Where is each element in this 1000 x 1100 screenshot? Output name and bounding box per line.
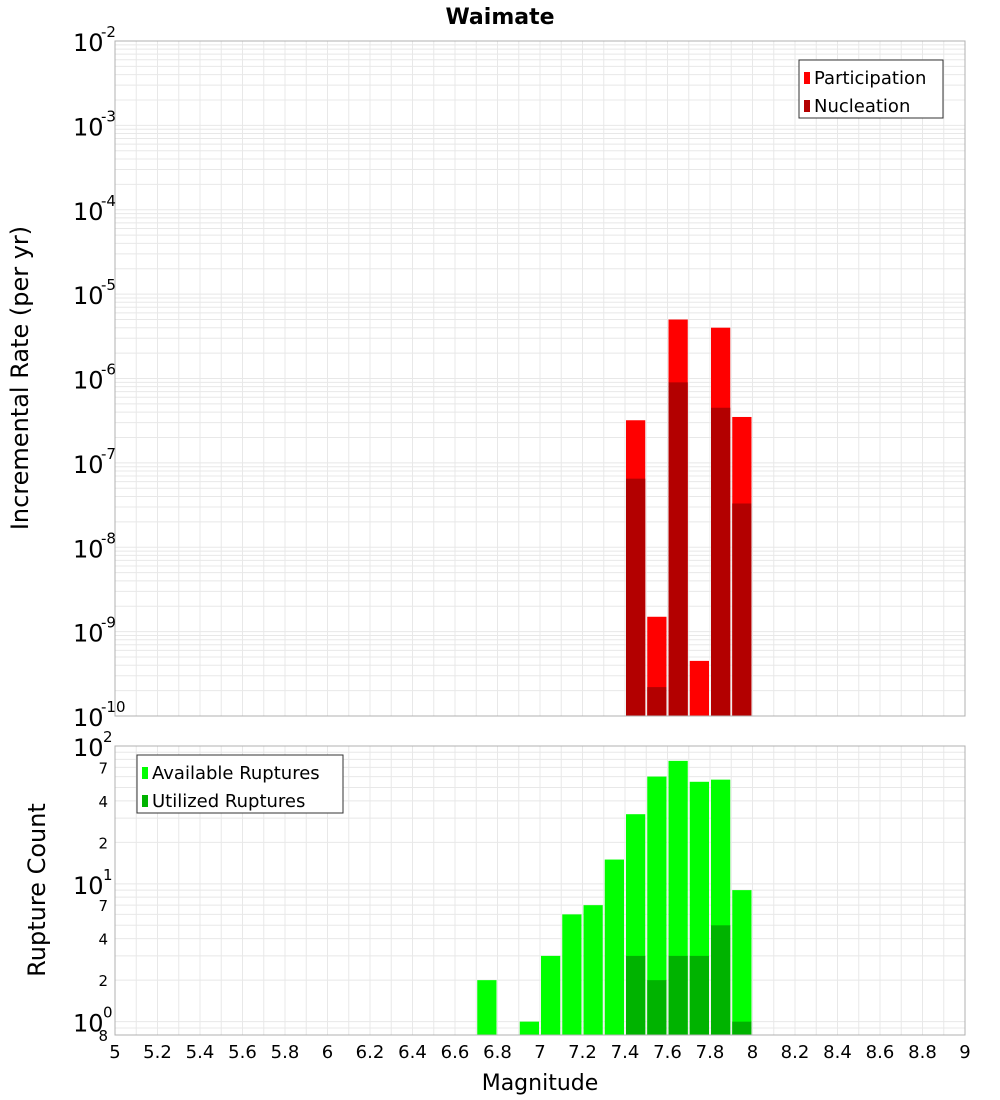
y-tick-label-exponent: -4 — [101, 192, 116, 210]
bottom-bar-available-ruptures — [477, 980, 497, 1035]
top-legend-swatch — [804, 72, 810, 84]
x-tick-label: 7 — [534, 1042, 545, 1063]
top-legend-label: Nucleation — [814, 96, 910, 117]
y-tick-label-base: 10 — [73, 704, 104, 732]
bottom-bar-available-ruptures — [732, 890, 752, 1035]
y-tick-label-exponent: -3 — [101, 107, 116, 125]
x-tick-label: 8 — [747, 1042, 758, 1063]
y-tick-label-base: 10 — [73, 1010, 104, 1038]
bottom-bar-available-ruptures — [541, 955, 561, 1035]
y-tick-label-exponent: -7 — [101, 445, 116, 463]
y-minor-tick-label: 7 — [98, 759, 108, 777]
top-bars — [626, 319, 752, 716]
bottom-y-axis-label: Rupture Count — [23, 803, 51, 977]
y-tick-label-exponent: 2 — [103, 728, 113, 746]
top-y-axis-label: Incremental Rate (per yr) — [6, 226, 34, 530]
x-tick-label: 6.8 — [483, 1042, 512, 1063]
bottom-legend: Available Ruptures Utilized Ruptures — [136, 754, 344, 814]
bottom-plot-frame — [114, 745, 966, 1036]
top-legend-label: Participation — [814, 68, 926, 89]
bottom-bar-utilized-ruptures — [732, 1021, 752, 1035]
bottom-legend-swatch — [142, 795, 148, 807]
y-tick-label-base: 10 — [73, 198, 104, 226]
bottom-legend-label: Utilized Ruptures — [152, 791, 305, 812]
x-tick-label: 8.8 — [908, 1042, 937, 1063]
top-y-ticks: 10-210-310-410-510-610-710-810-910-10 — [73, 23, 126, 732]
x-tick-label: 5.4 — [186, 1042, 215, 1063]
top-grid — [114, 41, 966, 717]
bottom-bar-available-ruptures — [562, 914, 582, 1035]
y-minor-tick-label: 2 — [98, 834, 108, 852]
x-tick-label: 5 — [109, 1042, 120, 1063]
bottom-legend-label: Available Ruptures — [152, 763, 320, 784]
bottom-bar-utilized-ruptures — [668, 955, 688, 1035]
top-legend-swatch — [804, 100, 810, 112]
y-tick-label-base: 10 — [73, 620, 104, 648]
bottom-bar-utilized-ruptures — [647, 980, 667, 1035]
top-legend: Participation Nucleation — [798, 59, 944, 119]
y-tick-label-base: 10 — [73, 282, 104, 310]
x-tick-label: 5.8 — [271, 1042, 300, 1063]
y-tick-label-exponent: 1 — [103, 866, 113, 884]
y-tick-label-base: 10 — [73, 451, 104, 479]
bottom-bar-available-ruptures — [604, 859, 624, 1035]
y-tick-label-base: 10 — [73, 29, 104, 57]
bottom-bar-available-ruptures — [583, 905, 603, 1035]
x-tick-label: 8.4 — [823, 1042, 852, 1063]
x-tick-label: 7.8 — [696, 1042, 725, 1063]
y-tick-label-exponent: -10 — [101, 698, 126, 716]
x-tick-label: 7.6 — [653, 1042, 682, 1063]
x-tick-label: 5.2 — [143, 1042, 172, 1063]
bottom-bar-utilized-ruptures — [689, 955, 709, 1035]
top-bar-nucleation — [711, 407, 731, 716]
bottom-bar-available-ruptures — [519, 1021, 539, 1035]
x-tick-label: 5.6 — [228, 1042, 257, 1063]
y-minor-tick-label: 2 — [98, 972, 108, 990]
y-tick-label-base: 10 — [73, 535, 104, 563]
y-minor-tick-label: 7 — [98, 897, 108, 915]
x-tick-label: 6.2 — [356, 1042, 385, 1063]
x-axis-label: Magnitude — [482, 1071, 599, 1096]
bottom-legend-swatch — [142, 767, 148, 779]
x-tick-label: 7.2 — [568, 1042, 597, 1063]
top-legend-box — [798, 59, 944, 119]
x-tick-label: 9 — [959, 1042, 970, 1063]
y-tick-label-base: 10 — [73, 872, 104, 900]
y-minor-tick-label: 8 — [98, 1027, 108, 1045]
y-tick-label-base: 10 — [73, 367, 104, 395]
top-plot-frame — [114, 40, 966, 717]
y-minor-tick-label: 4 — [98, 931, 108, 949]
y-tick-label-exponent: 0 — [103, 1004, 113, 1022]
y-tick-label-exponent: -5 — [101, 276, 116, 294]
x-tick-label: 6 — [322, 1042, 333, 1063]
top-bar-nucleation — [732, 503, 752, 716]
bottom-bar-available-ruptures — [647, 776, 667, 1035]
y-tick-label-exponent: -8 — [101, 529, 116, 547]
x-tick-label: 6.4 — [398, 1042, 427, 1063]
y-tick-label-exponent: -9 — [101, 614, 116, 632]
y-tick-label-base: 10 — [73, 113, 104, 141]
bottom-bars — [477, 760, 752, 1035]
y-tick-label-exponent: -6 — [101, 361, 116, 379]
top-bar-participation — [689, 660, 709, 716]
top-bar-nucleation — [668, 382, 688, 716]
top-bar-nucleation — [647, 687, 667, 716]
x-tick-label: 8.6 — [866, 1042, 895, 1063]
y-tick-label-exponent: -2 — [101, 23, 116, 41]
bottom-legend-box — [136, 754, 344, 814]
y-tick-label-base: 10 — [73, 734, 104, 762]
top-bar-nucleation — [626, 478, 646, 716]
y-minor-tick-label: 4 — [98, 793, 108, 811]
bottom-bar-utilized-ruptures — [626, 955, 646, 1035]
x-tick-labels: 5 5.2 5.4 5.6 5.8 6 6.2 6.4 6.6 6.8 7 7.2 7.4 7.6 7.8 8… — [109, 1042, 970, 1063]
bottom-bar-utilized-ruptures — [711, 925, 731, 1035]
x-tick-label: 8.2 — [781, 1042, 810, 1063]
x-tick-label: 7.4 — [611, 1042, 640, 1063]
chart-title: Waimate — [445, 5, 554, 30]
x-tick-label: 6.6 — [441, 1042, 470, 1063]
